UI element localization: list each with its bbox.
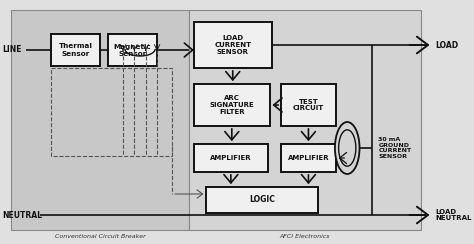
Text: Magnetic
Sensor: Magnetic Sensor (114, 43, 151, 57)
Text: LINE: LINE (2, 45, 21, 54)
Text: 30 mA
GROUND
CURRENT
SENSOR: 30 mA GROUND CURRENT SENSOR (378, 137, 411, 159)
Bar (194, 22, 272, 68)
Bar (189, 10, 421, 230)
Bar (51, 68, 172, 156)
Text: AMPLIFIER: AMPLIFIER (288, 155, 329, 161)
Bar (108, 34, 157, 66)
Bar (206, 187, 318, 213)
Bar (51, 34, 100, 66)
Text: Thermal
Sensor: Thermal Sensor (59, 43, 92, 57)
Bar (281, 144, 336, 172)
Text: AMPLIFIER: AMPLIFIER (210, 155, 252, 161)
Bar (194, 84, 270, 126)
Text: TEST
CIRCUIT: TEST CIRCUIT (293, 99, 324, 112)
Text: ARC
SIGNATURE
FILTER: ARC SIGNATURE FILTER (210, 95, 254, 115)
Text: LOAD
NEUTRAL: LOAD NEUTRAL (435, 209, 472, 222)
Bar (11, 10, 189, 230)
Text: NEUTRAL: NEUTRAL (2, 211, 42, 220)
Ellipse shape (335, 122, 360, 174)
Text: AFCI Electronics: AFCI Electronics (279, 234, 330, 238)
Text: LOGIC: LOGIC (249, 195, 275, 204)
Text: LOAD
CURRENT
SENSOR: LOAD CURRENT SENSOR (214, 35, 251, 55)
Text: LOAD: LOAD (435, 41, 458, 50)
Text: Conventional Circuit Breaker: Conventional Circuit Breaker (55, 234, 146, 238)
Bar (281, 84, 336, 126)
Bar (194, 144, 268, 172)
